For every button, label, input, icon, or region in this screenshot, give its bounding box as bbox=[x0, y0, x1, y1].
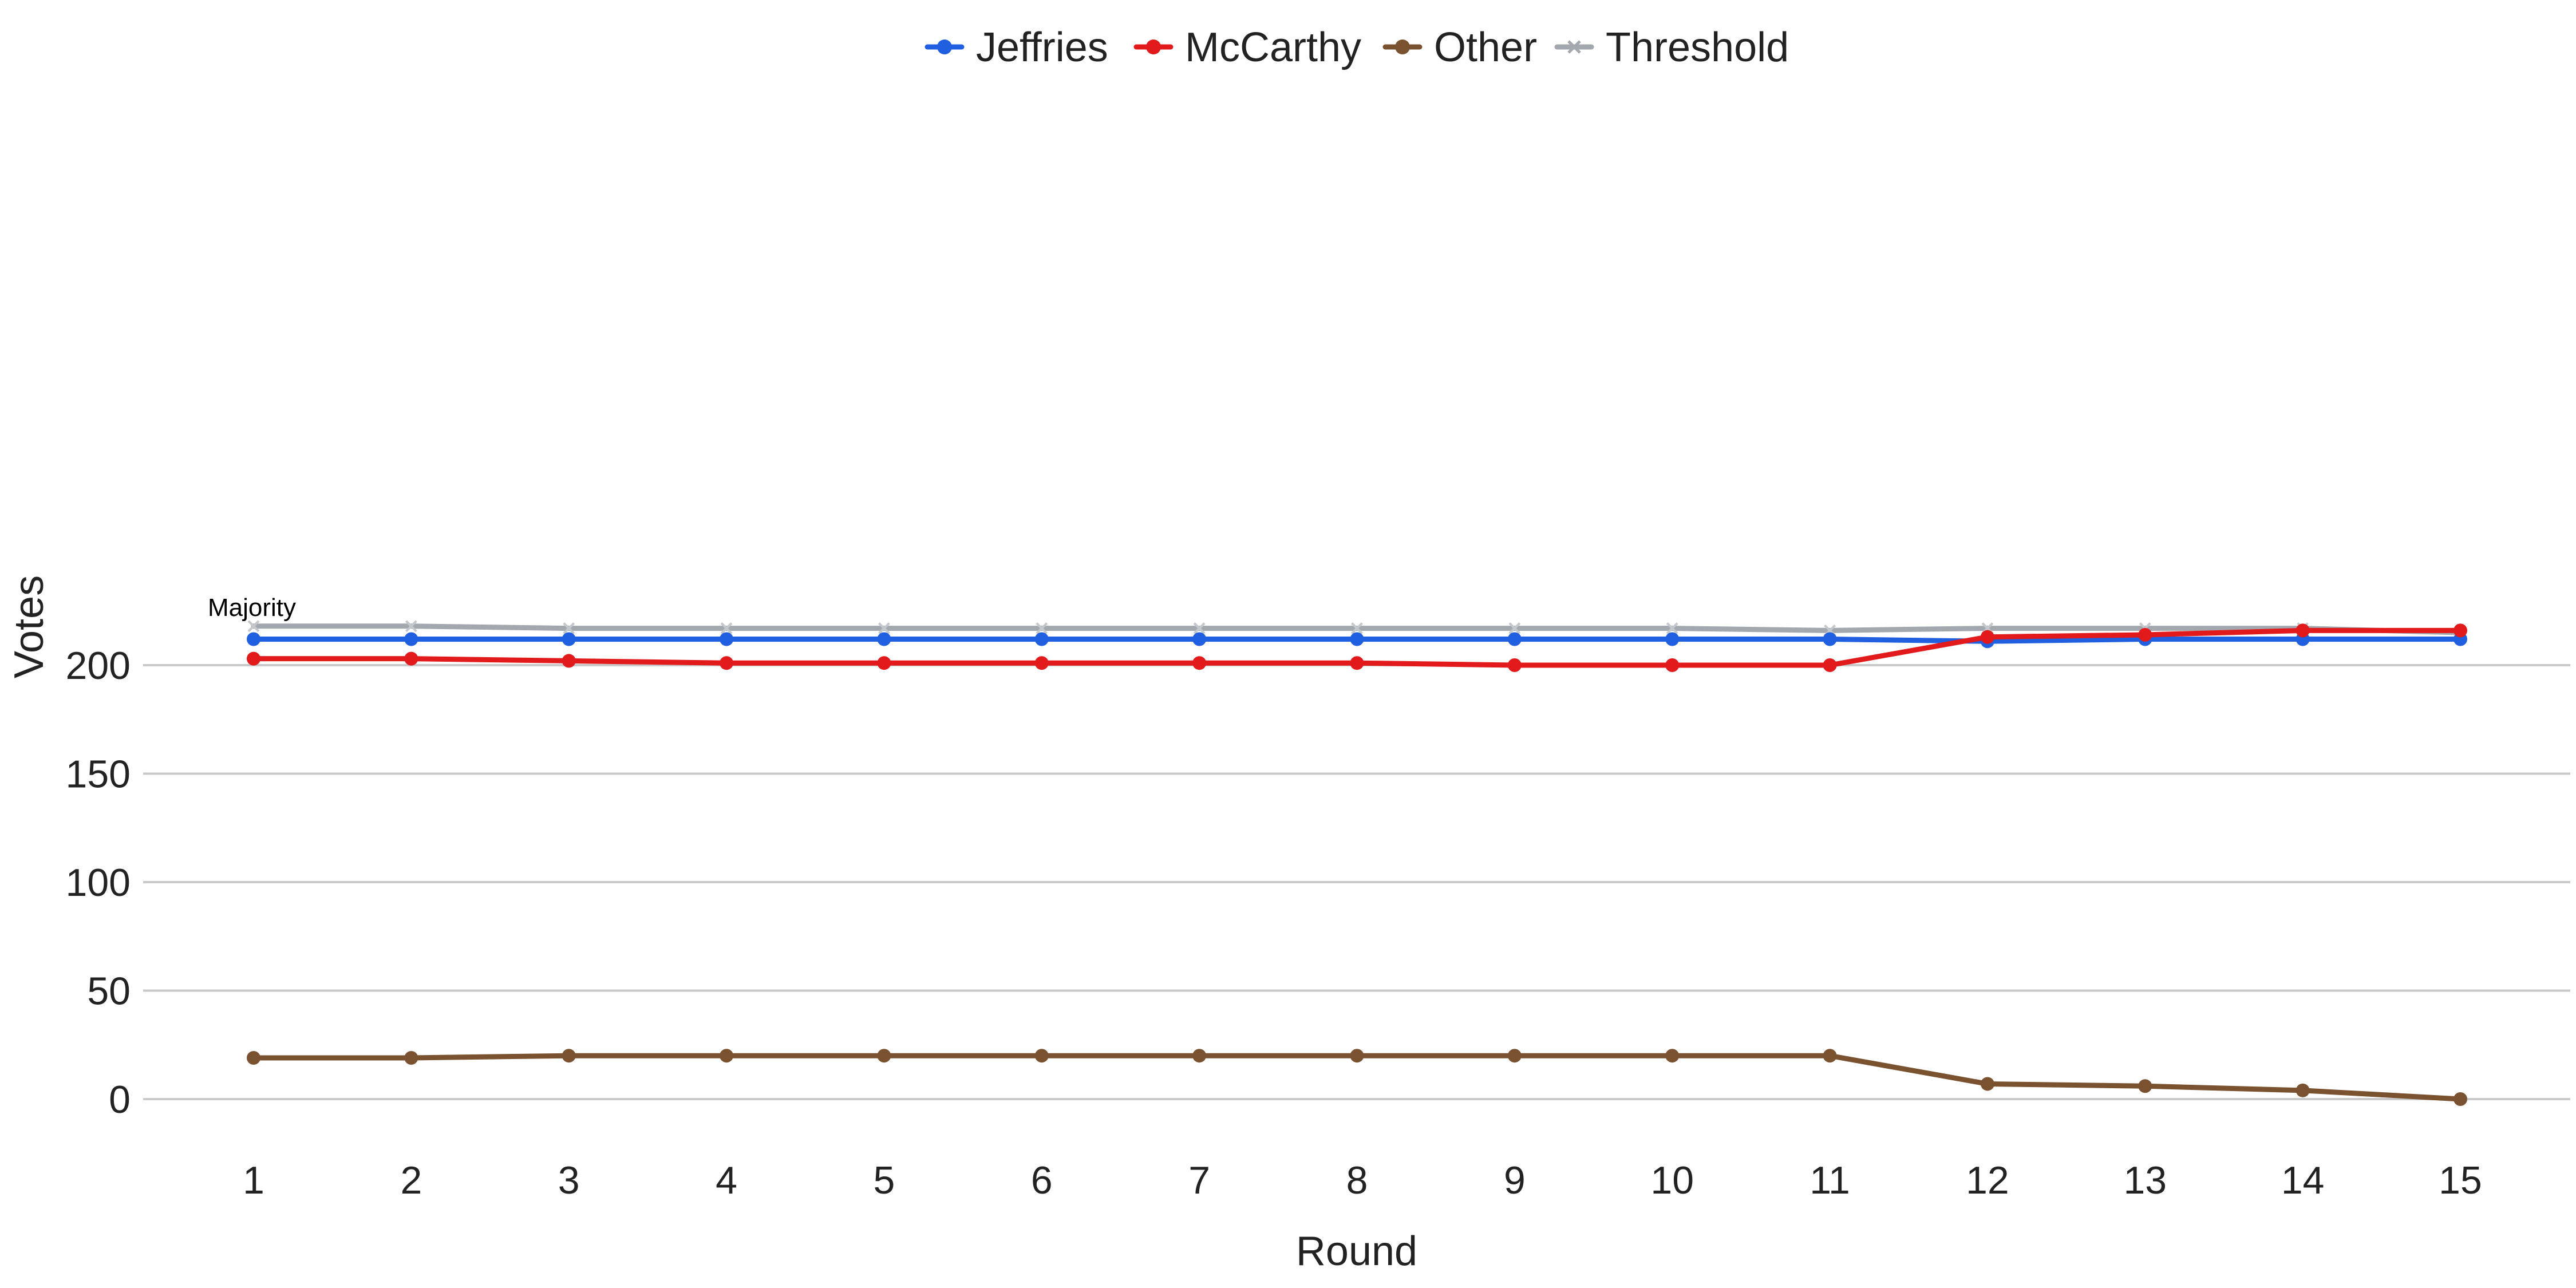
data-point-other bbox=[2296, 1083, 2310, 1097]
x-tick-label: 7 bbox=[1188, 1159, 1210, 1202]
y-tick-label: 200 bbox=[66, 644, 131, 688]
data-point-threshold bbox=[1666, 622, 1678, 634]
data-point-mccarthy bbox=[1192, 656, 1207, 670]
data-point-threshold bbox=[1036, 622, 1048, 634]
data-point-other bbox=[1823, 1049, 1837, 1063]
data-point-mccarthy bbox=[2138, 627, 2152, 642]
legend-swatch-marker bbox=[1146, 39, 1161, 54]
x-tick-label: 3 bbox=[558, 1159, 580, 1202]
data-point-threshold bbox=[1508, 622, 1521, 634]
data-point-mccarthy bbox=[1507, 658, 1522, 672]
data-point-mccarthy bbox=[247, 651, 260, 666]
data-point-jeffries bbox=[247, 632, 260, 646]
data-point-threshold bbox=[1351, 622, 1363, 634]
data-point-mccarthy bbox=[562, 654, 576, 668]
data-point-other bbox=[1034, 1049, 1049, 1063]
data-point-jeffries bbox=[1034, 632, 1049, 646]
data-point-other bbox=[1192, 1049, 1207, 1063]
x-tick-label: 8 bbox=[1346, 1159, 1368, 1202]
data-point-other bbox=[720, 1049, 734, 1063]
x-tick-label: 12 bbox=[1966, 1159, 2009, 1202]
data-point-other bbox=[1350, 1049, 1364, 1063]
data-point-mccarthy bbox=[1034, 656, 1049, 670]
data-point-threshold bbox=[405, 620, 417, 633]
x-tick-label: 5 bbox=[874, 1159, 895, 1202]
x-tick-label: 13 bbox=[2123, 1159, 2167, 1202]
y-axis-title: Votes bbox=[6, 575, 52, 678]
y-tick-label: 50 bbox=[87, 970, 131, 1013]
y-tick-label: 100 bbox=[66, 861, 131, 904]
data-point-mccarthy bbox=[1350, 656, 1364, 670]
series-lines bbox=[247, 620, 2467, 1106]
data-point-other bbox=[562, 1049, 576, 1063]
legend-item-mccarthy[interactable]: McCarthy bbox=[1133, 25, 1361, 70]
legend-item-jeffries[interactable]: Jeffries bbox=[924, 25, 1108, 70]
data-point-jeffries bbox=[562, 632, 576, 646]
data-point-jeffries bbox=[1507, 632, 1522, 646]
x-tick-label: 15 bbox=[2439, 1159, 2482, 1202]
series-threshold bbox=[247, 620, 2467, 639]
data-point-jeffries bbox=[1350, 632, 1364, 646]
data-point-jeffries bbox=[1665, 632, 1680, 646]
data-point-other bbox=[2453, 1092, 2467, 1106]
data-point-jeffries bbox=[404, 632, 418, 646]
y-axis-ticks: 0 50 100 150 200 bbox=[66, 644, 131, 1121]
annotation-majority: Majority bbox=[208, 594, 296, 622]
legend-label: McCarthy bbox=[1185, 25, 1361, 70]
data-point-mccarthy bbox=[1980, 630, 1994, 644]
data-point-threshold bbox=[563, 622, 575, 634]
series-other bbox=[247, 1049, 2467, 1106]
legend-item-threshold[interactable]: Threshold bbox=[1554, 25, 1789, 70]
data-point-threshold bbox=[720, 622, 733, 634]
legend-label: Other bbox=[1434, 25, 1537, 70]
data-point-jeffries bbox=[1192, 632, 1207, 646]
data-point-mccarthy bbox=[877, 656, 891, 670]
data-point-other bbox=[1665, 1049, 1680, 1063]
x-axis-ticks: 1 2 3 4 5 6 7 8 9 10 11 12 13 14 15 bbox=[243, 1159, 2482, 1202]
legend-swatch-marker bbox=[1567, 40, 1581, 54]
data-point-other bbox=[404, 1050, 418, 1065]
annotations: Majority bbox=[208, 594, 296, 622]
x-tick-label: 2 bbox=[400, 1159, 422, 1202]
data-point-jeffries bbox=[877, 632, 891, 646]
x-tick-label: 10 bbox=[1650, 1159, 1694, 1202]
y-tick-label: 150 bbox=[66, 753, 131, 796]
data-point-mccarthy bbox=[1665, 658, 1680, 672]
data-point-threshold bbox=[247, 620, 260, 633]
data-point-threshold bbox=[1193, 622, 1206, 634]
x-axis-title: Round bbox=[1296, 1228, 1417, 1274]
legend: Jeffries McCarthy Other Threshold bbox=[924, 25, 1789, 70]
legend-item-other[interactable]: Other bbox=[1382, 25, 1537, 70]
data-point-mccarthy bbox=[404, 651, 418, 666]
x-tick-label: 9 bbox=[1504, 1159, 1526, 1202]
y-tick-label: 0 bbox=[109, 1078, 131, 1121]
data-point-mccarthy bbox=[720, 656, 734, 670]
x-tick-label: 14 bbox=[2281, 1159, 2325, 1202]
data-point-mccarthy bbox=[1823, 658, 1837, 672]
data-point-jeffries bbox=[720, 632, 734, 646]
data-point-other bbox=[2138, 1079, 2152, 1093]
data-point-jeffries bbox=[1823, 632, 1837, 646]
x-tick-label: 11 bbox=[1809, 1159, 1850, 1202]
data-point-other bbox=[247, 1050, 260, 1065]
gridlines bbox=[143, 664, 2570, 1100]
data-point-threshold bbox=[878, 622, 890, 634]
legend-swatch-marker bbox=[937, 39, 952, 54]
data-point-mccarthy bbox=[2453, 623, 2467, 638]
data-point-mccarthy bbox=[2296, 623, 2310, 638]
legend-label: Jeffries bbox=[976, 25, 1108, 70]
data-point-other bbox=[877, 1049, 891, 1063]
legend-label: Threshold bbox=[1606, 25, 1789, 70]
x-tick-label: 4 bbox=[716, 1159, 737, 1202]
x-tick-label: 6 bbox=[1031, 1159, 1053, 1202]
x-tick-label: 1 bbox=[243, 1159, 264, 1202]
data-point-other bbox=[1507, 1049, 1522, 1063]
data-point-other bbox=[1980, 1077, 1994, 1091]
legend-swatch-marker bbox=[1395, 39, 1410, 54]
series-mccarthy bbox=[247, 623, 2467, 672]
